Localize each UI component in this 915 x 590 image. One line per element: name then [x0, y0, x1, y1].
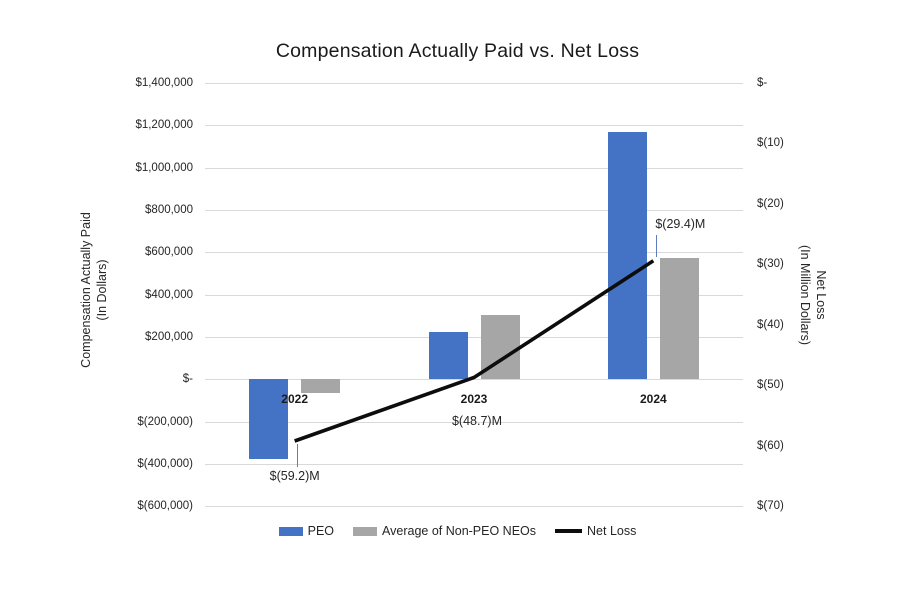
net-loss-data-label-2024: $(29.4)M [655, 217, 706, 231]
left-axis-tick-label: $200,000 [145, 330, 193, 343]
left-axis-tick-label: $800,000 [145, 203, 193, 216]
left-axis-tick-label: $600,000 [145, 246, 193, 259]
net-loss-swatch-icon [555, 529, 583, 533]
right-axis-tick-label: $(50) [757, 379, 784, 392]
bar-peo-2022 [249, 379, 289, 459]
right-axis-tick-label: $(10) [757, 137, 784, 150]
right-axis-tick-label: $(60) [757, 439, 784, 452]
right-axis-tick-label: $(40) [757, 318, 784, 331]
peo-swatch-icon [278, 526, 303, 536]
category-label-2023: 2023 [460, 392, 488, 407]
category-label-2022: 2022 [281, 392, 308, 407]
right-axis-tick-label: $(30) [757, 258, 784, 271]
left-axis-tick-label: $1,200,000 [135, 119, 193, 132]
right-axis-title-line1: Net Loss [814, 270, 828, 320]
gridline [205, 463, 743, 465]
right-axis-tick-label: $(70) [757, 500, 784, 513]
bar-non-peo-2024 [659, 257, 699, 380]
legend-item-non-peo-neos[interactable]: Average of Non-PEO NEOs [353, 524, 536, 538]
legend-label-net-loss: Net Loss [587, 524, 637, 538]
gridline [205, 83, 743, 84]
right-axis-tick-label: $(20) [757, 197, 784, 210]
left-axis-tick-label: $1,400,000 [135, 77, 193, 89]
gridline [205, 167, 743, 169]
right-axis-title: Net Loss (In Million Dollars) [795, 220, 829, 370]
legend-label-peo: PEO [307, 524, 335, 538]
data-label-leader-line [655, 235, 658, 257]
gridline [205, 252, 743, 254]
legend-label-non-peo-neos: Average of Non-PEO NEOs [382, 524, 537, 538]
left-axis-tick-label: $(400,000) [137, 457, 193, 470]
left-axis-tick-label: $(600,000) [137, 500, 193, 513]
legend-item-net-loss[interactable]: Net Loss [555, 524, 636, 538]
category-label-2024: 2024 [639, 392, 667, 407]
right-axis-title-line2: (In Million Dollars) [798, 244, 812, 346]
left-axis-tick-label: $(200,000) [137, 415, 193, 428]
right-axis-tick-label: $- [757, 77, 768, 89]
bar-non-peo-2023 [480, 314, 520, 380]
net-loss-data-label-2022: $(59.2)M [269, 469, 320, 483]
bar-peo-2023 [428, 331, 468, 380]
gridline [205, 125, 743, 127]
chart-title: Compensation Actually Paid vs. Net Loss [275, 40, 640, 62]
net-loss-data-label-2023: $(48.7)M [451, 414, 503, 428]
data-label-leader-line [296, 443, 299, 467]
legend: PEO Average of Non-PEO NEOs Net Loss [0, 524, 915, 538]
legend-item-peo[interactable]: PEO [278, 524, 335, 538]
left-axis-tick-label: $400,000 [145, 288, 193, 301]
gridline [205, 209, 743, 211]
non-peo-swatch-icon [353, 526, 378, 536]
left-axis-tick-label: $1,000,000 [135, 161, 193, 174]
gridline [205, 506, 743, 508]
left-axis-tick-label: $- [182, 373, 193, 386]
bar-peo-2024 [607, 131, 647, 380]
